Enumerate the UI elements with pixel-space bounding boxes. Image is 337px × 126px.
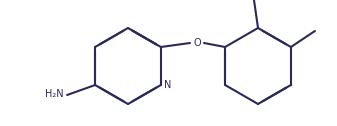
- Text: N: N: [164, 80, 171, 90]
- Text: O: O: [193, 38, 201, 48]
- Text: H₂N: H₂N: [45, 89, 64, 99]
